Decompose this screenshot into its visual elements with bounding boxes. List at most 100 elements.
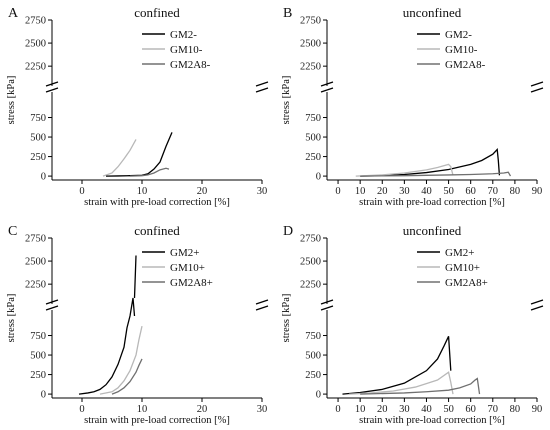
- x-tick-label: 40: [421, 186, 432, 197]
- axis-break-mark-right-1: [255, 81, 269, 87]
- y-tick-label: 750: [30, 113, 46, 124]
- x-tick-label: 10: [137, 404, 148, 415]
- x-tick-label: 20: [197, 404, 208, 415]
- axis-break-mark-left-1: [45, 81, 59, 87]
- x-tick-label: 50: [443, 186, 454, 197]
- legend-label: GM2+: [170, 247, 199, 259]
- legend-label: GM10+: [445, 262, 480, 274]
- legend-label: GM10-: [445, 44, 478, 56]
- x-tick-label: 30: [399, 186, 410, 197]
- y-tick-label: 250: [30, 370, 46, 381]
- y-tick-label: 750: [305, 113, 321, 124]
- legend-label: GM2A8+: [170, 277, 213, 289]
- y-tick-label: 250: [30, 152, 46, 163]
- y-tick-label: 250: [305, 152, 321, 163]
- y-axis-label: stress [kPa]: [6, 294, 17, 343]
- panel-title: confined: [134, 223, 180, 238]
- y-tick-label: 2250: [25, 62, 46, 73]
- axis-break-mark-left-2: [320, 305, 334, 311]
- series-line-gm2-: [360, 148, 501, 177]
- series-line-gm2a8-: [111, 358, 143, 395]
- y-tick-label: 2750: [25, 16, 46, 27]
- axis-break-mark-right-1: [255, 299, 269, 305]
- y-tick-label: 2500: [25, 257, 46, 268]
- panel-title: unconfined: [403, 223, 462, 238]
- x-tick-label: 0: [335, 186, 340, 197]
- y-axis-label: stress [kPa]: [281, 294, 292, 343]
- y-tick-label: 0: [41, 390, 46, 401]
- x-tick-label: 90: [532, 186, 543, 197]
- y-tick-label: 2250: [300, 280, 321, 291]
- x-tick-label: 60: [465, 186, 476, 197]
- axis-break-mark-right-2: [255, 87, 269, 93]
- panel-letter: A: [8, 6, 19, 21]
- x-tick-label: 0: [335, 404, 340, 415]
- series-line-gm2-: [105, 132, 173, 177]
- y-tick-label: 500: [305, 133, 321, 144]
- legend-label: GM2A8+: [445, 277, 488, 289]
- series-line-gm10-: [102, 139, 137, 177]
- series-line-gm10-: [99, 326, 143, 395]
- series-line-gm2-: [78, 255, 137, 395]
- legend-label: GM10-: [170, 44, 203, 56]
- axis-break-mark-left-2: [320, 87, 334, 93]
- axis-break-mark-right-2: [530, 87, 544, 93]
- y-tick-label: 2250: [25, 280, 46, 291]
- y-tick-label: 2250: [300, 62, 321, 73]
- legend-label: GM2+: [445, 247, 474, 259]
- y-axis-label: stress [kPa]: [6, 76, 17, 125]
- y-tick-label: 2500: [25, 39, 46, 50]
- y-tick-label: 2750: [300, 16, 321, 27]
- legend-label: GM2-: [170, 29, 197, 41]
- x-tick-label: 70: [488, 404, 499, 415]
- x-tick-label: 90: [532, 404, 543, 415]
- axis-break-mark-right-1: [530, 81, 544, 87]
- x-axis-label: strain with pre-load correction [%]: [84, 415, 230, 426]
- axis-break-mark-left-1: [320, 81, 334, 87]
- panel-letter: D: [283, 224, 293, 239]
- x-tick-label: 20: [377, 186, 388, 197]
- y-tick-label: 2500: [300, 39, 321, 50]
- y-tick-label: 0: [316, 390, 321, 401]
- y-tick-label: 2750: [300, 234, 321, 245]
- series-line-gm10-: [355, 163, 454, 177]
- legend-label: GM2A8-: [170, 59, 211, 71]
- y-tick-label: 500: [30, 133, 46, 144]
- x-tick-label: 30: [257, 404, 268, 415]
- x-tick-label: 0: [79, 186, 84, 197]
- x-tick-label: 40: [421, 404, 432, 415]
- x-tick-label: 80: [510, 404, 521, 415]
- y-tick-label: 250: [305, 370, 321, 381]
- panel-letter: B: [283, 6, 292, 21]
- y-tick-label: 750: [305, 331, 321, 342]
- axis-break-mark-right-2: [530, 305, 544, 311]
- x-tick-label: 10: [137, 186, 148, 197]
- x-tick-label: 50: [443, 404, 454, 415]
- x-tick-label: 10: [355, 404, 366, 415]
- panel-title: unconfined: [403, 5, 462, 20]
- series-line-gm2a8-: [360, 377, 481, 395]
- y-tick-label: 2500: [300, 257, 321, 268]
- x-tick-label: 80: [510, 186, 521, 197]
- series-line-gm10-: [349, 371, 454, 395]
- y-axis-label: stress [kPa]: [281, 76, 292, 125]
- series-line-gm2-: [342, 336, 452, 395]
- series-line-gm2a8-: [129, 167, 170, 177]
- axis-break-mark-left-1: [45, 299, 59, 305]
- x-tick-label: 20: [377, 404, 388, 415]
- x-tick-label: 30: [399, 404, 410, 415]
- x-tick-label: 30: [257, 186, 268, 197]
- x-tick-label: 60: [465, 404, 476, 415]
- panel-letter: C: [8, 224, 17, 239]
- x-tick-label: 70: [488, 186, 499, 197]
- axis-break-mark-right-2: [255, 305, 269, 311]
- y-tick-label: 500: [305, 351, 321, 362]
- axis-break-mark-left-1: [320, 299, 334, 305]
- y-tick-label: 0: [316, 172, 321, 183]
- legend-label: GM10+: [170, 262, 205, 274]
